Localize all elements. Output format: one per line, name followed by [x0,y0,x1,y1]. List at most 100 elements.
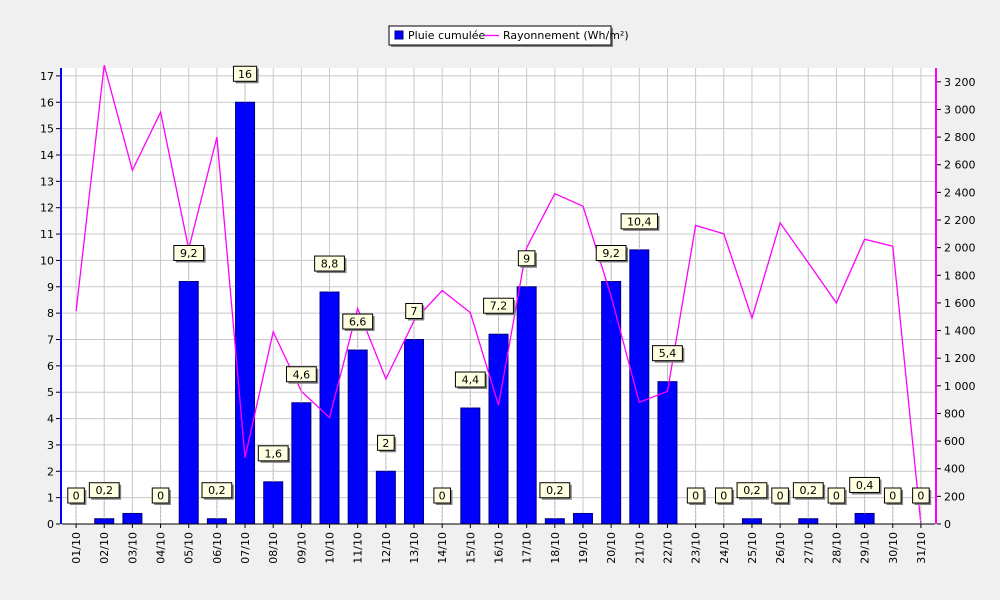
data-label: 6,6 [342,313,375,351]
y-right-tick-label: 1 400 [944,325,976,338]
y-right-tick-label: 1 200 [944,352,976,365]
data-label-text: 9 [523,252,530,265]
legend-box [388,25,612,46]
x-tick-label: 21/10 [633,532,646,564]
y-left-tick-label: 13 [40,175,54,188]
bar [544,518,565,525]
y-right-tick-label: 1 800 [944,269,976,282]
x-tick-label: 25/10 [746,532,759,564]
data-label-text: 0 [777,490,784,503]
data-label: 0,2 [201,482,234,519]
data-label: 0,4 [849,476,882,514]
x-tick-label: 23/10 [690,532,703,564]
bar [798,518,819,525]
y-right-tick-label: 1 600 [944,297,976,310]
y-left-tick-label: 9 [47,281,54,294]
x-tick-label: 11/10 [352,532,365,564]
legend-swatch-bar [394,30,404,40]
line-series [75,65,922,525]
bar [94,518,115,525]
bar [291,402,312,525]
y-left-tick-label: 10 [40,254,54,267]
data-label-text: 5,4 [659,347,677,360]
data-label: 7,2 [483,297,516,335]
legend-item-pluie: Pluie cumulée [394,29,486,42]
data-label-text: 4,6 [293,368,311,381]
legend-item-rayonnement: Rayonnement (Wh/m²) [485,29,629,42]
data-label-text: 10,4 [627,215,652,228]
legend: Pluie cumulée Rayonnement (Wh/m²) [388,25,629,47]
x-tick-label: 12/10 [380,532,393,564]
y-axis-right [935,68,937,524]
y-left-tick-label: 14 [40,149,54,162]
data-label: 1,6 [257,445,291,482]
x-tick-label: 09/10 [295,532,308,564]
line-rayonnement [75,65,922,525]
data-label: 10,4 [620,213,660,250]
bar [263,481,284,525]
bar [516,286,537,525]
data-label-text: 0,4 [856,479,874,492]
data-label-text: 0 [720,490,727,503]
data-label: 5,4 [652,345,685,382]
data-label: 0,2 [736,482,769,519]
data-label: 2 [377,434,397,472]
bar [572,512,593,525]
data-label-text: 0,2 [546,484,564,497]
data-label: 9 [517,250,537,287]
bar [488,333,509,525]
data-label-text: 0 [692,490,699,503]
data-label: 7 [405,302,425,340]
x-tick-label: 14/10 [436,532,449,564]
x-tick-label: 01/10 [70,532,83,564]
data-label-text: 16 [238,68,252,81]
data-label: 0 [771,487,791,524]
bar [178,281,199,525]
data-label: 0 [827,487,847,524]
legend-label: Pluie cumulée [408,29,486,42]
x-tick-label: 04/10 [155,532,168,564]
legend-label: Rayonnement (Wh/m²) [503,29,629,42]
y-right-tick-label: 200 [944,490,965,503]
x-tick-label: 19/10 [577,532,590,564]
data-label-text: 0 [917,490,924,503]
y-right-tick-label: 2 000 [944,242,976,255]
data-label: 4,4 [454,371,488,409]
bar [404,338,425,525]
data-label-text: 1,6 [264,447,282,460]
x-tick-label: 16/10 [493,532,506,564]
bar [319,291,340,525]
data-label: 0 [67,487,87,524]
y-right-tick-label: 2 800 [944,131,976,144]
y-right-tick-label: 800 [944,407,965,420]
bar [235,101,256,525]
data-label: 16 [232,65,259,103]
data-label-text: 8,8 [321,258,339,271]
data-label-text: 0,2 [800,484,818,497]
data-label: 0 [714,487,735,524]
bar [657,381,678,525]
x-tick-label: 30/10 [887,532,900,564]
y-left-tick-label: 7 [47,333,54,346]
y-right-tick-label: 2 200 [944,214,976,227]
data-label: 0 [151,487,171,524]
data-label: 0,2 [88,482,122,519]
bar [347,349,368,525]
y-left-tick-label: 2 [47,465,54,478]
data-label-text: 7,2 [490,300,508,313]
data-label: 0 [433,487,453,524]
x-tick-label: 28/10 [830,532,843,564]
bar [854,512,875,525]
data-label: 0,2 [792,482,826,519]
data-label-text: 7 [411,305,418,318]
y-right-tick-label: 3 000 [944,103,976,116]
y-right-tick-label: 2 400 [944,186,976,199]
y-right-tick-label: 600 [944,435,965,448]
x-tick-label: 22/10 [661,532,674,564]
y-left-tick-label: 1 [47,492,54,505]
y-right-tick-label: 1 000 [944,380,976,393]
bar [375,470,396,525]
data-label: 8,8 [314,255,347,293]
bar [460,407,481,525]
x-tick-label: 15/10 [464,532,477,564]
